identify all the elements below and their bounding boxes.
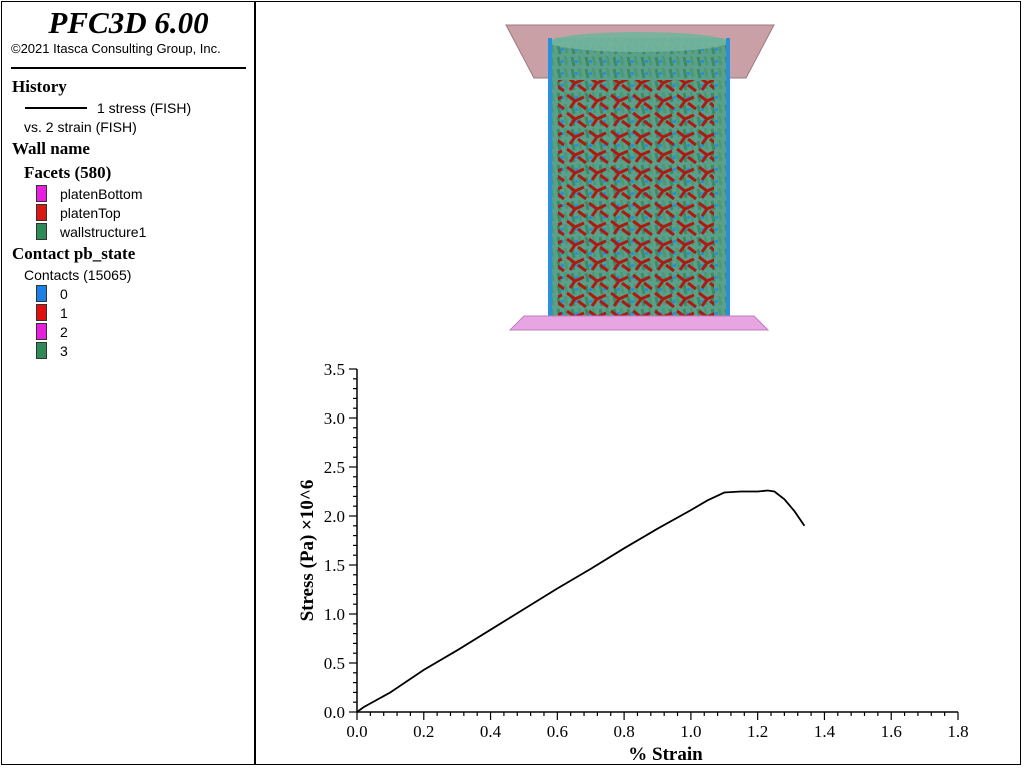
x-tick-label: 1.0 — [680, 722, 701, 741]
contact-swatch-0 — [36, 285, 47, 302]
facet-swatch-platen-top — [36, 204, 47, 221]
contact-label-3: 3 — [60, 343, 68, 359]
contact-label-0: 0 — [60, 286, 68, 302]
y-tick-label: 3.0 — [324, 409, 345, 428]
contact-swatch-2 — [36, 323, 47, 340]
y-tick-label: 0.0 — [324, 703, 345, 722]
app-title: PFC3D 6.00 — [48, 5, 209, 40]
y-tick-label: 2.0 — [324, 507, 345, 526]
contact-swatch-1 — [36, 304, 47, 321]
x-tick-label: 0.2 — [413, 722, 434, 741]
y-tick-label: 2.5 — [324, 458, 345, 477]
x-tick-label: 1.2 — [747, 722, 768, 741]
history-vs-label: vs. 2 strain (FISH) — [24, 119, 137, 135]
wall-name-heading: Wall name — [12, 139, 90, 158]
contact-heading: Contact pb_state — [12, 244, 136, 263]
history-series-label: 1 stress (FISH) — [97, 100, 192, 116]
legend-separator — [11, 67, 246, 69]
stress-strain-line — [356, 489, 806, 713]
x-tick-label: 0.6 — [547, 722, 568, 741]
y-tick-label: 1.0 — [324, 605, 345, 624]
history-line-sample — [25, 107, 87, 109]
facet-label-platen-top: platenTop — [60, 205, 121, 221]
legend-panel: PFC3D 6.00 ©2021 Itasca Consulting Group… — [1, 1, 256, 765]
contacts-count: Contacts (15065) — [24, 267, 132, 283]
x-tick-label: 1.6 — [881, 722, 902, 741]
x-tick-label: 1.4 — [814, 722, 836, 741]
facet-label-platen-bottom: platenBottom — [60, 186, 143, 202]
copyright-text: ©2021 Itasca Consulting Group, Inc. — [11, 41, 221, 56]
platen-bottom-shape — [508, 315, 770, 331]
stress-strain-chart: 0.0 0.2 0.4 0.6 0.8 1.0 1.2 1.4 1.6 1.8 0.0 0.5 1.0 1… — [297, 360, 969, 765]
specimen-3d-view — [505, 24, 775, 331]
x-tick-label: 1.8 — [947, 722, 968, 741]
x-tick-label: 0.8 — [613, 722, 634, 741]
contact-label-2: 2 — [60, 324, 68, 340]
axis-ticks — [349, 368, 959, 720]
y-axis-label: Stress (Pa) ×10^6 — [297, 480, 318, 622]
x-tick-label: 0.4 — [480, 722, 502, 741]
history-heading: History — [12, 77, 67, 96]
facet-swatch-platen-bottom — [36, 185, 47, 202]
bond-network — [558, 80, 714, 318]
y-tick-label: 1.5 — [324, 556, 345, 575]
y-tick-label: 0.5 — [324, 654, 345, 673]
facet-swatch-wallstructure — [36, 223, 47, 240]
facet-label-wallstructure: wallstructure1 — [60, 224, 147, 240]
y-tick-label: 3.5 — [324, 360, 345, 379]
facets-heading: Facets (580) — [24, 163, 112, 182]
contact-swatch-3 — [36, 342, 47, 359]
contact-label-1: 1 — [60, 305, 68, 321]
tick-labels: 0.0 0.2 0.4 0.6 0.8 1.0 1.2 1.4 1.6 1.8 0.0 0.5 1.0 1… — [324, 360, 969, 741]
x-tick-label: 0.0 — [346, 722, 367, 741]
x-axis-label: % Strain — [628, 744, 703, 765]
